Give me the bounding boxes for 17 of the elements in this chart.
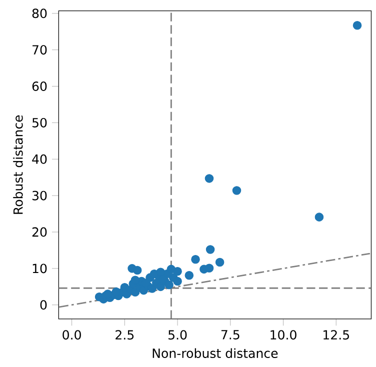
x-tick-label: 5.0 [168,330,187,340]
y-tick-label: 30 [32,190,47,200]
x-axis-title: Non-robust distance [152,348,278,358]
y-tick-label: 60 [32,82,47,92]
x-tick-label: 2.5 [116,330,134,340]
y-tick-label: 40 [32,154,47,164]
x-tick-label: 10.0 [270,330,296,340]
x-tick-label: 12.5 [324,330,349,340]
y-tick-label: 10 [32,264,47,274]
y-tick-label: 50 [32,118,47,128]
y-tick-label: 80 [32,8,47,18]
x-tick-label: 0.0 [62,330,81,340]
y-tick-label: 0 [40,300,47,310]
x-tick-label: 7.5 [221,330,240,340]
y-axis-title: Robust distance [13,116,23,214]
y-tick-label: 70 [32,45,47,55]
y-tick-label: 20 [32,227,47,237]
